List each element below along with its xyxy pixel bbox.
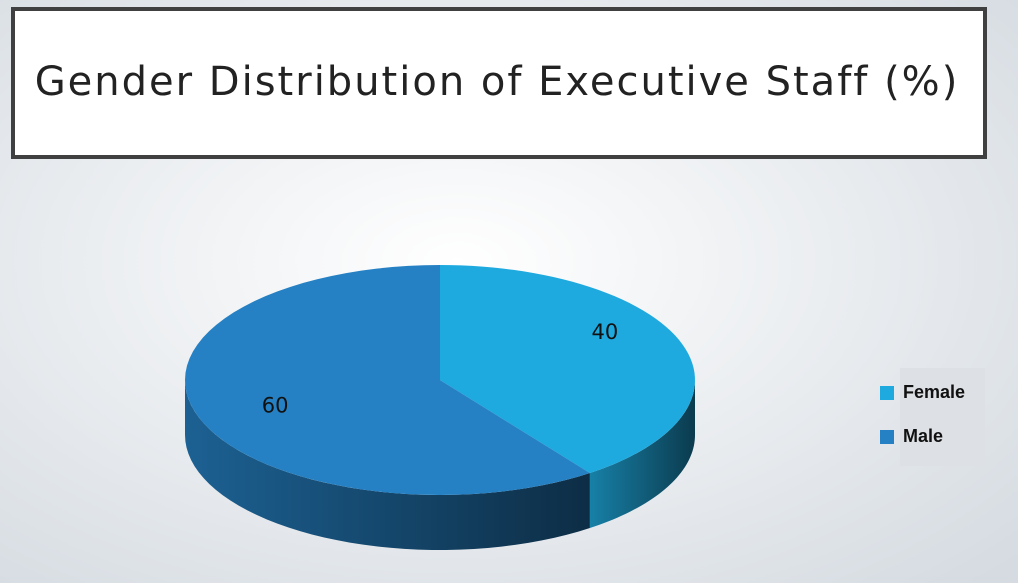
pie-slice-side <box>185 380 590 550</box>
legend-label: Male <box>903 426 943 446</box>
pie: 40 60 <box>185 265 695 550</box>
legend-box <box>900 368 985 466</box>
pie-slice-side <box>589 380 695 529</box>
pie-slice <box>185 265 590 495</box>
legend-swatch <box>880 430 894 444</box>
data-label: 60 <box>262 393 289 417</box>
pie-slice <box>440 265 695 474</box>
chart-title: Gender Distribution of Executive Staff (… <box>35 59 960 105</box>
legend-label: Female <box>903 382 965 402</box>
title-box <box>11 7 987 159</box>
legend: Female Male <box>880 382 965 446</box>
legend-swatch <box>880 386 894 400</box>
data-label: 40 <box>592 320 619 344</box>
